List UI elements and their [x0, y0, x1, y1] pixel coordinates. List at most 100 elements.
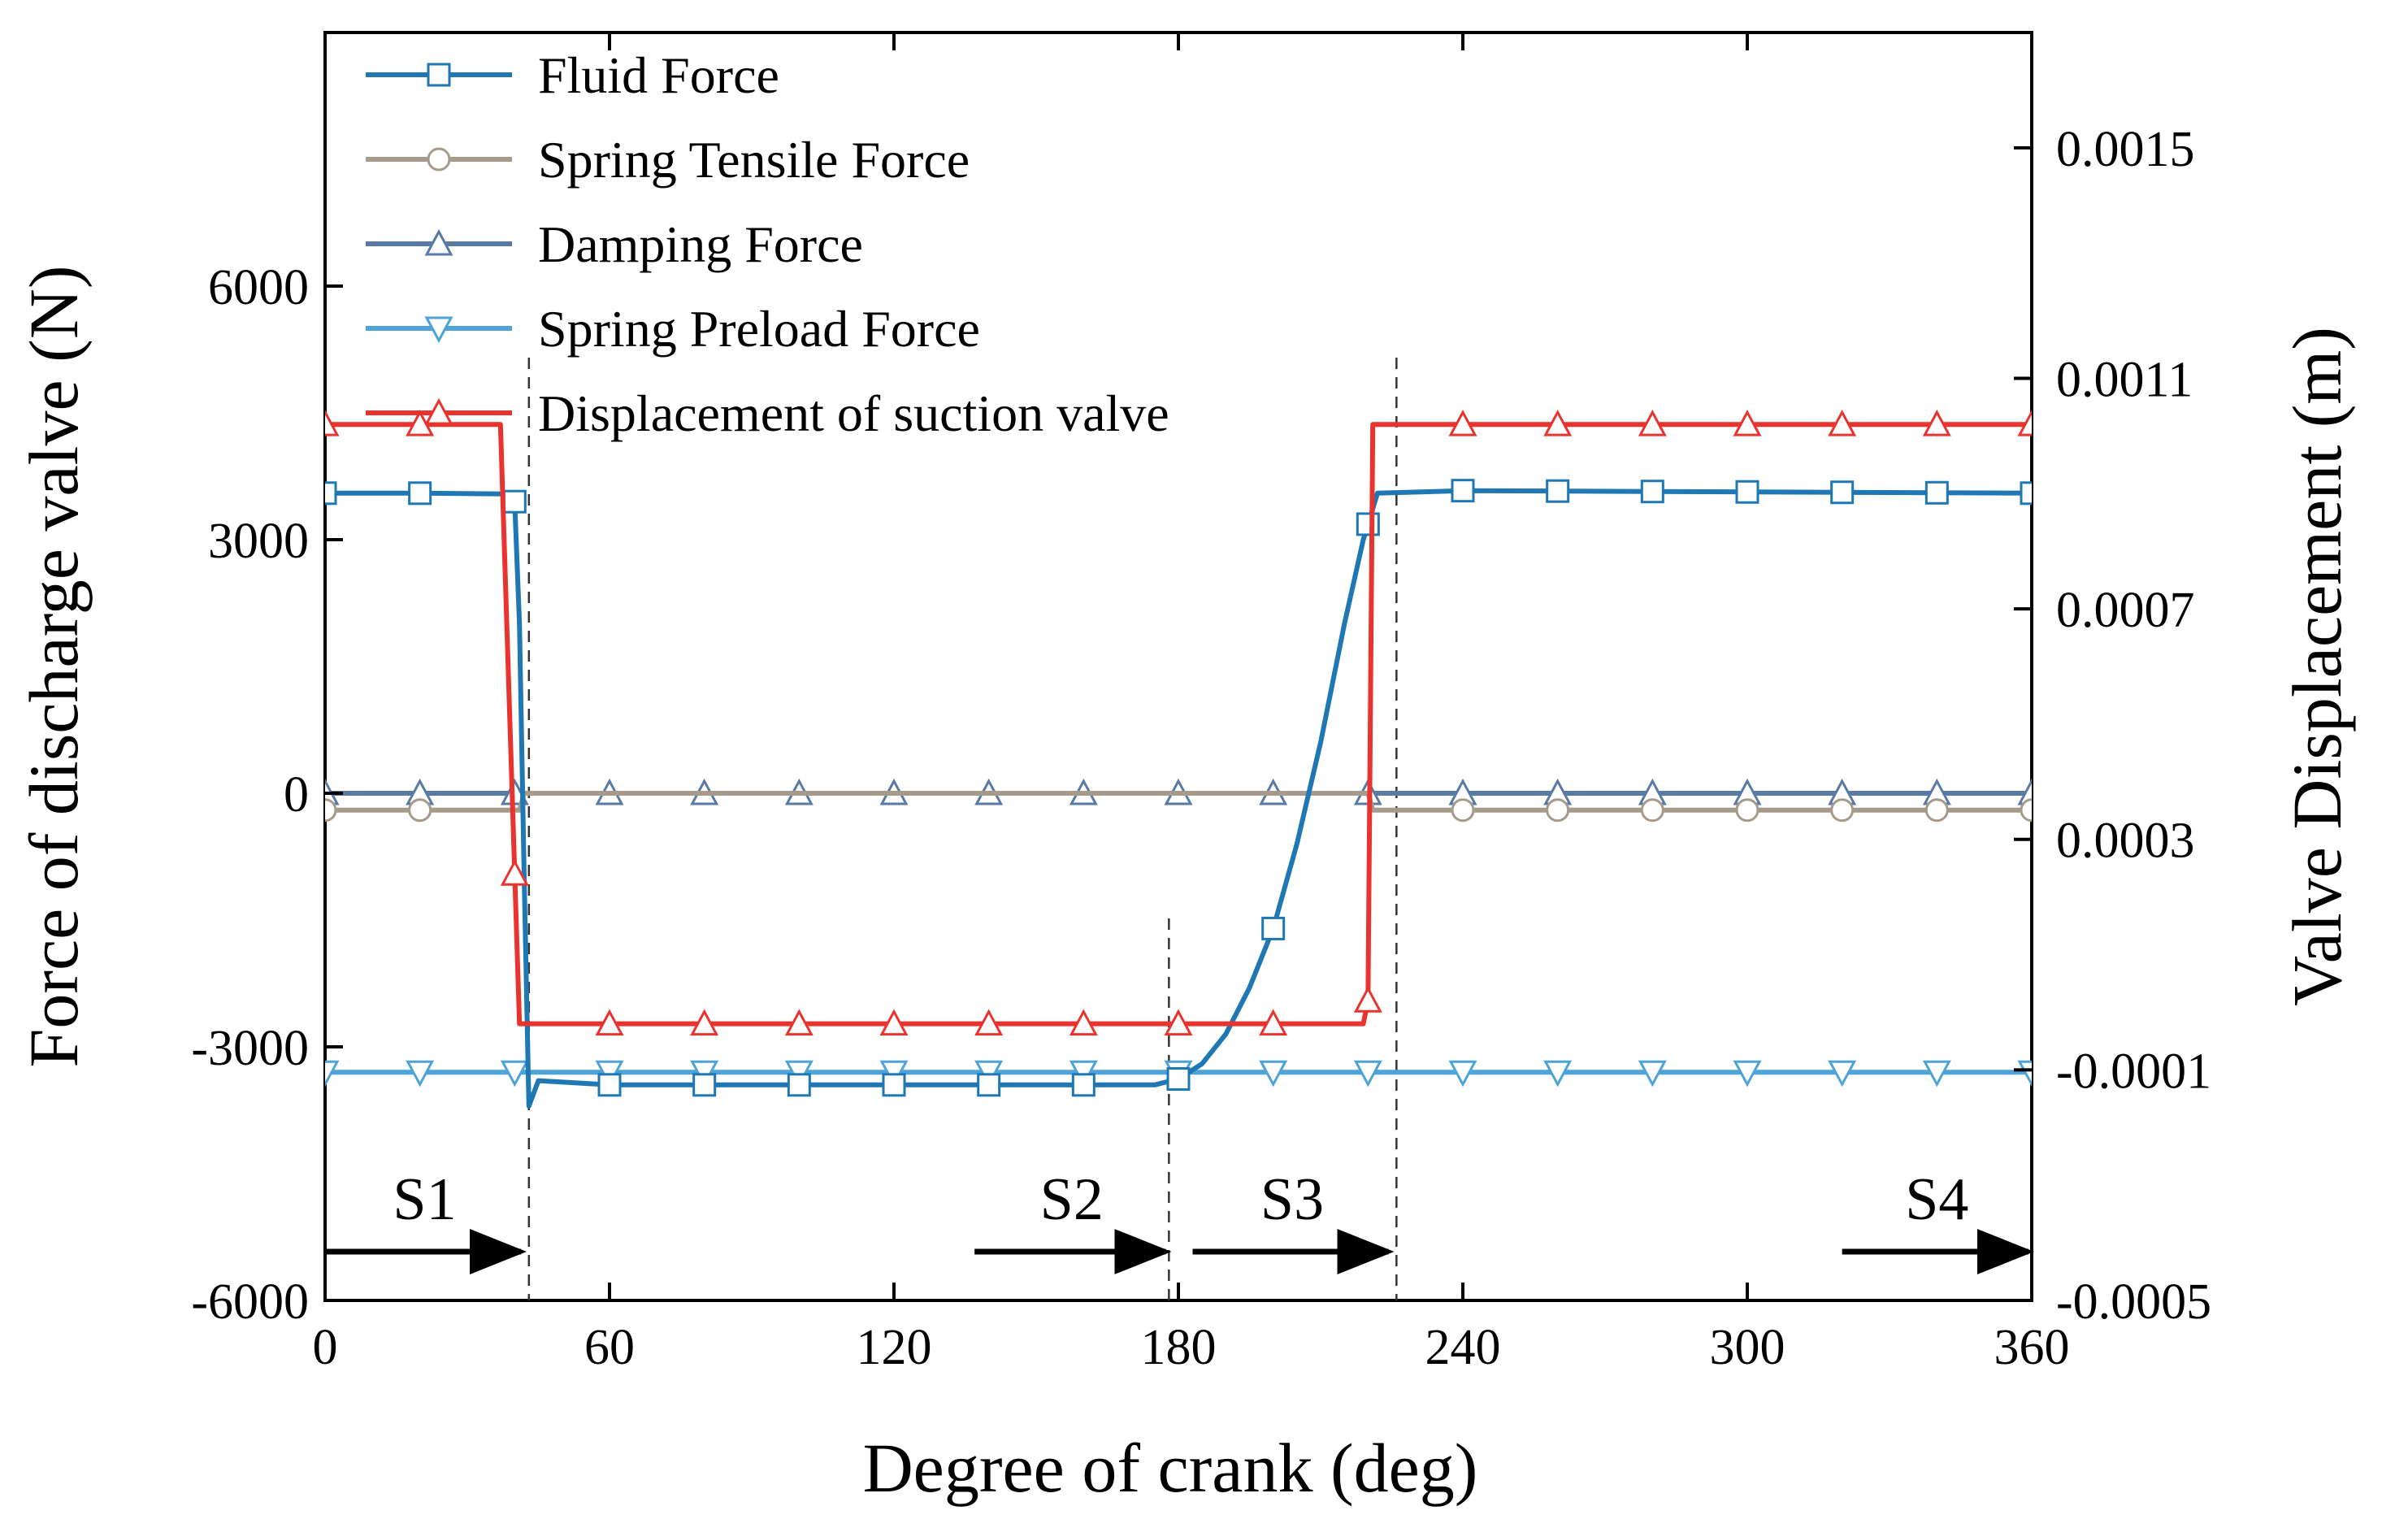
data-point [597, 1073, 622, 1097]
data-point [1353, 1060, 1382, 1087]
data-point [408, 481, 432, 506]
legend: Fluid Force Spring Tensile Force Damping F… [366, 46, 1169, 442]
data-point [408, 798, 432, 823]
x-tick-label: 180 [1141, 1320, 1217, 1375]
data-point [1828, 1060, 1857, 1087]
legend-label: Fluid Force [538, 46, 779, 104]
series-line [325, 422, 2032, 1027]
data-point [1638, 1060, 1667, 1087]
data-point [974, 1060, 1004, 1087]
stage-label: S1 [393, 1166, 456, 1233]
data-point [1733, 410, 1762, 436]
series-1 [325, 791, 2032, 823]
data-point [1828, 410, 1857, 436]
data-point [500, 1060, 529, 1087]
data-point [1830, 480, 1855, 505]
data-point [1356, 512, 1380, 536]
x-tick-label: 240 [1425, 1320, 1501, 1375]
legend-entry: Spring Tensile Force [366, 131, 970, 189]
data-point [879, 1060, 909, 1087]
x-tick-label: 360 [1994, 1320, 2070, 1375]
legend-entry: Fluid Force [366, 46, 779, 104]
data-point [1069, 1009, 1098, 1036]
data-point [974, 1009, 1004, 1036]
data-point [1353, 986, 1382, 1013]
data-point [882, 1073, 906, 1097]
data-point [692, 1073, 717, 1097]
data-point [1922, 1060, 1951, 1087]
data-point [1448, 410, 1477, 436]
data-point [1543, 410, 1573, 436]
y-tick-right-label: 0.0007 [2056, 583, 2195, 638]
data-point [1164, 1009, 1193, 1036]
legend-label: Damping Force [538, 215, 863, 273]
data-point [1543, 1060, 1573, 1087]
data-point [2017, 778, 2032, 805]
data-point [1733, 1060, 1762, 1087]
x-tick-label: 120 [857, 1320, 932, 1375]
data-point [690, 1009, 719, 1036]
x-axis-title: Degree of crank (deg) [863, 1429, 1478, 1507]
data-point [502, 489, 527, 514]
annotations: S1 S2 S3 S4 [325, 1166, 2034, 1274]
x-tick-label: 60 [584, 1320, 635, 1375]
data-point [325, 1060, 340, 1087]
data-point [1069, 1060, 1098, 1087]
data-point [1259, 1060, 1288, 1087]
legend-marker [424, 316, 453, 344]
data-point [1451, 479, 1475, 503]
y-tick-left-label: -6000 [191, 1274, 309, 1330]
stage-label: S4 [1905, 1166, 1968, 1233]
data-point [325, 481, 337, 506]
data-point [595, 1009, 624, 1036]
series-0 [325, 479, 2032, 1109]
data-point [1640, 480, 1664, 504]
data-point [1546, 798, 1570, 823]
series-4 [325, 410, 2032, 1036]
data-point [1448, 1060, 1477, 1087]
reference-lines [527, 358, 1398, 1300]
data-point [1259, 1009, 1288, 1036]
data-point [325, 410, 340, 436]
data-point [1735, 480, 1759, 504]
legend-entry: Displacement of suction valve [366, 384, 1169, 442]
legend-marker [427, 147, 451, 171]
legend-marker [427, 63, 451, 87]
data-point [2020, 798, 2032, 823]
data-point [1922, 410, 1951, 436]
series-line [325, 791, 2032, 813]
legend-entry: Damping Force [366, 215, 863, 273]
data-point [500, 859, 529, 886]
y-tick-right-label: 0.0011 [2056, 352, 2193, 407]
ticks: 0 60 120 180 240 300 360 -6000 -3000 0 3000 6000 -0.… [191, 33, 2211, 1375]
y-axis-right-title: Valve Displacement (m) [2278, 327, 2356, 1006]
data-point [784, 1009, 814, 1036]
data-point [1071, 1073, 1096, 1097]
data-point [690, 1060, 719, 1087]
data-point [1451, 798, 1475, 823]
series-line [325, 488, 2032, 1109]
series-layer [325, 410, 2032, 1109]
data-point [784, 1060, 814, 1087]
data-point [595, 1060, 624, 1087]
data-point [406, 1060, 435, 1087]
data-point [1830, 798, 1855, 823]
data-point [2020, 481, 2032, 506]
stage-label: S2 [1040, 1166, 1104, 1233]
y-tick-right-label: 0.0003 [2056, 814, 2195, 869]
data-point [325, 798, 337, 823]
data-point [1924, 798, 1949, 823]
legend-entry: Spring Preload Force [366, 300, 980, 358]
x-tick-label: 0 [313, 1320, 338, 1375]
y-tick-right-label: 0.0015 [2056, 122, 2195, 177]
data-point [2017, 410, 2032, 436]
legend-label: Displacement of suction valve [538, 384, 1169, 442]
legend-marker [424, 228, 453, 256]
data-point [2017, 1060, 2032, 1087]
data-point [1166, 1067, 1191, 1092]
x-tick-label: 300 [1710, 1320, 1785, 1375]
y-tick-left-label: 0 [284, 767, 309, 823]
data-point [1924, 480, 1949, 505]
y-tick-left-label: 6000 [208, 260, 309, 315]
